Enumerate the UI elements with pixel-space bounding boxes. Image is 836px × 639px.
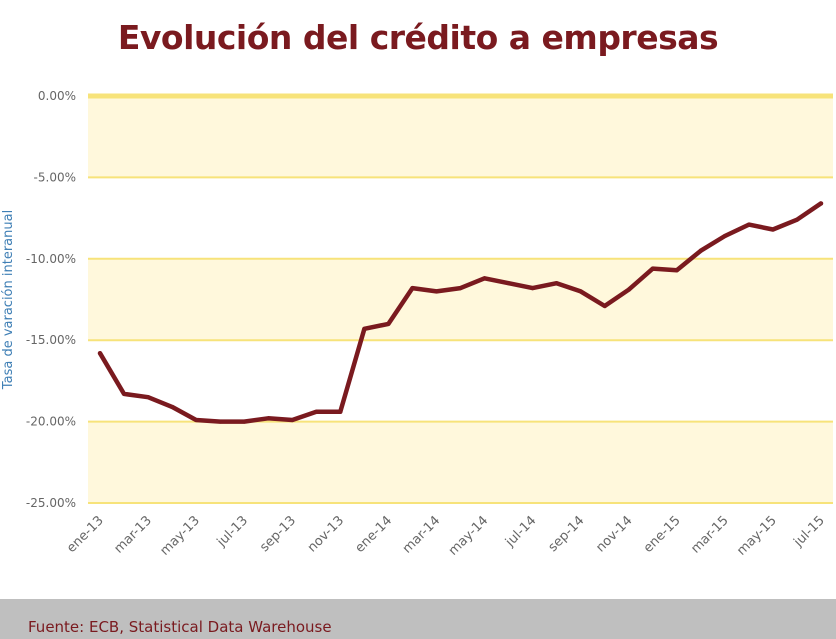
data-point	[194, 417, 199, 422]
data-point	[146, 395, 151, 400]
data-point	[650, 266, 655, 271]
source-footer: Fuente: ECB, Statistical Data Warehouse	[0, 599, 836, 639]
x-tick-label: nov-14	[593, 513, 635, 555]
data-point	[770, 227, 775, 232]
data-point	[458, 286, 463, 291]
x-tick-label: nov-13	[305, 513, 347, 555]
x-tick-label: may-14	[446, 513, 491, 558]
data-point	[218, 419, 223, 424]
y-tick-label: -10.00%	[26, 252, 76, 266]
x-tick-label: jul-14	[502, 513, 539, 550]
x-tick-label: ene-15	[641, 513, 684, 556]
data-point	[506, 281, 511, 286]
y-tick-label: 0.00%	[38, 89, 76, 103]
data-point	[170, 404, 175, 409]
background-band	[88, 96, 833, 178]
data-point	[602, 304, 607, 309]
data-point	[98, 351, 102, 356]
x-tick-label: mar-13	[111, 513, 154, 556]
x-tick-label: sep-13	[257, 513, 299, 555]
data-point	[290, 417, 295, 422]
y-tick-label: -15.00%	[26, 333, 76, 347]
data-point	[674, 268, 679, 273]
data-point	[410, 286, 415, 291]
y-tick-label: -25.00%	[26, 496, 76, 510]
data-point	[482, 276, 487, 281]
x-tick-label: mar-14	[400, 513, 443, 556]
background-band	[88, 258, 833, 341]
x-tick-label: jul-13	[214, 513, 251, 550]
data-point	[386, 321, 391, 326]
data-point	[338, 409, 343, 414]
data-point	[698, 248, 703, 253]
data-point	[626, 287, 631, 292]
data-point	[314, 409, 319, 414]
data-point	[242, 419, 247, 424]
data-point	[819, 201, 823, 206]
data-point	[530, 286, 535, 291]
chart-title: Evolución del crédito a empresas	[117, 18, 719, 57]
data-point	[578, 289, 583, 294]
data-point	[746, 222, 751, 227]
x-tick-label: ene-14	[352, 513, 395, 556]
background-band	[88, 421, 833, 503]
y-tick-label: -5.00%	[34, 170, 76, 184]
y-axis-label: Tasa de varación interanual	[1, 210, 16, 390]
data-point	[122, 391, 127, 396]
data-point	[362, 326, 367, 331]
x-tick-label: ene-13	[64, 513, 107, 556]
x-tick-label: jul-15	[791, 513, 828, 550]
data-point	[554, 281, 559, 286]
data-point	[434, 289, 439, 294]
x-tick-label: may-15	[734, 513, 779, 558]
x-tick-label: mar-15	[688, 513, 731, 556]
x-tick-label: may-13	[157, 513, 202, 558]
source-text: Fuente: ECB, Statistical Data Warehouse	[28, 618, 332, 636]
data-point	[722, 234, 727, 239]
data-point	[794, 217, 799, 222]
x-tick-label: sep-14	[546, 513, 588, 555]
line-chart: 0.00% -5.00% -10.00% -15.00% -20.00% -25.00% T…	[1, 89, 833, 559]
data-point	[266, 416, 271, 421]
y-tick-label: -20.00%	[26, 415, 76, 429]
